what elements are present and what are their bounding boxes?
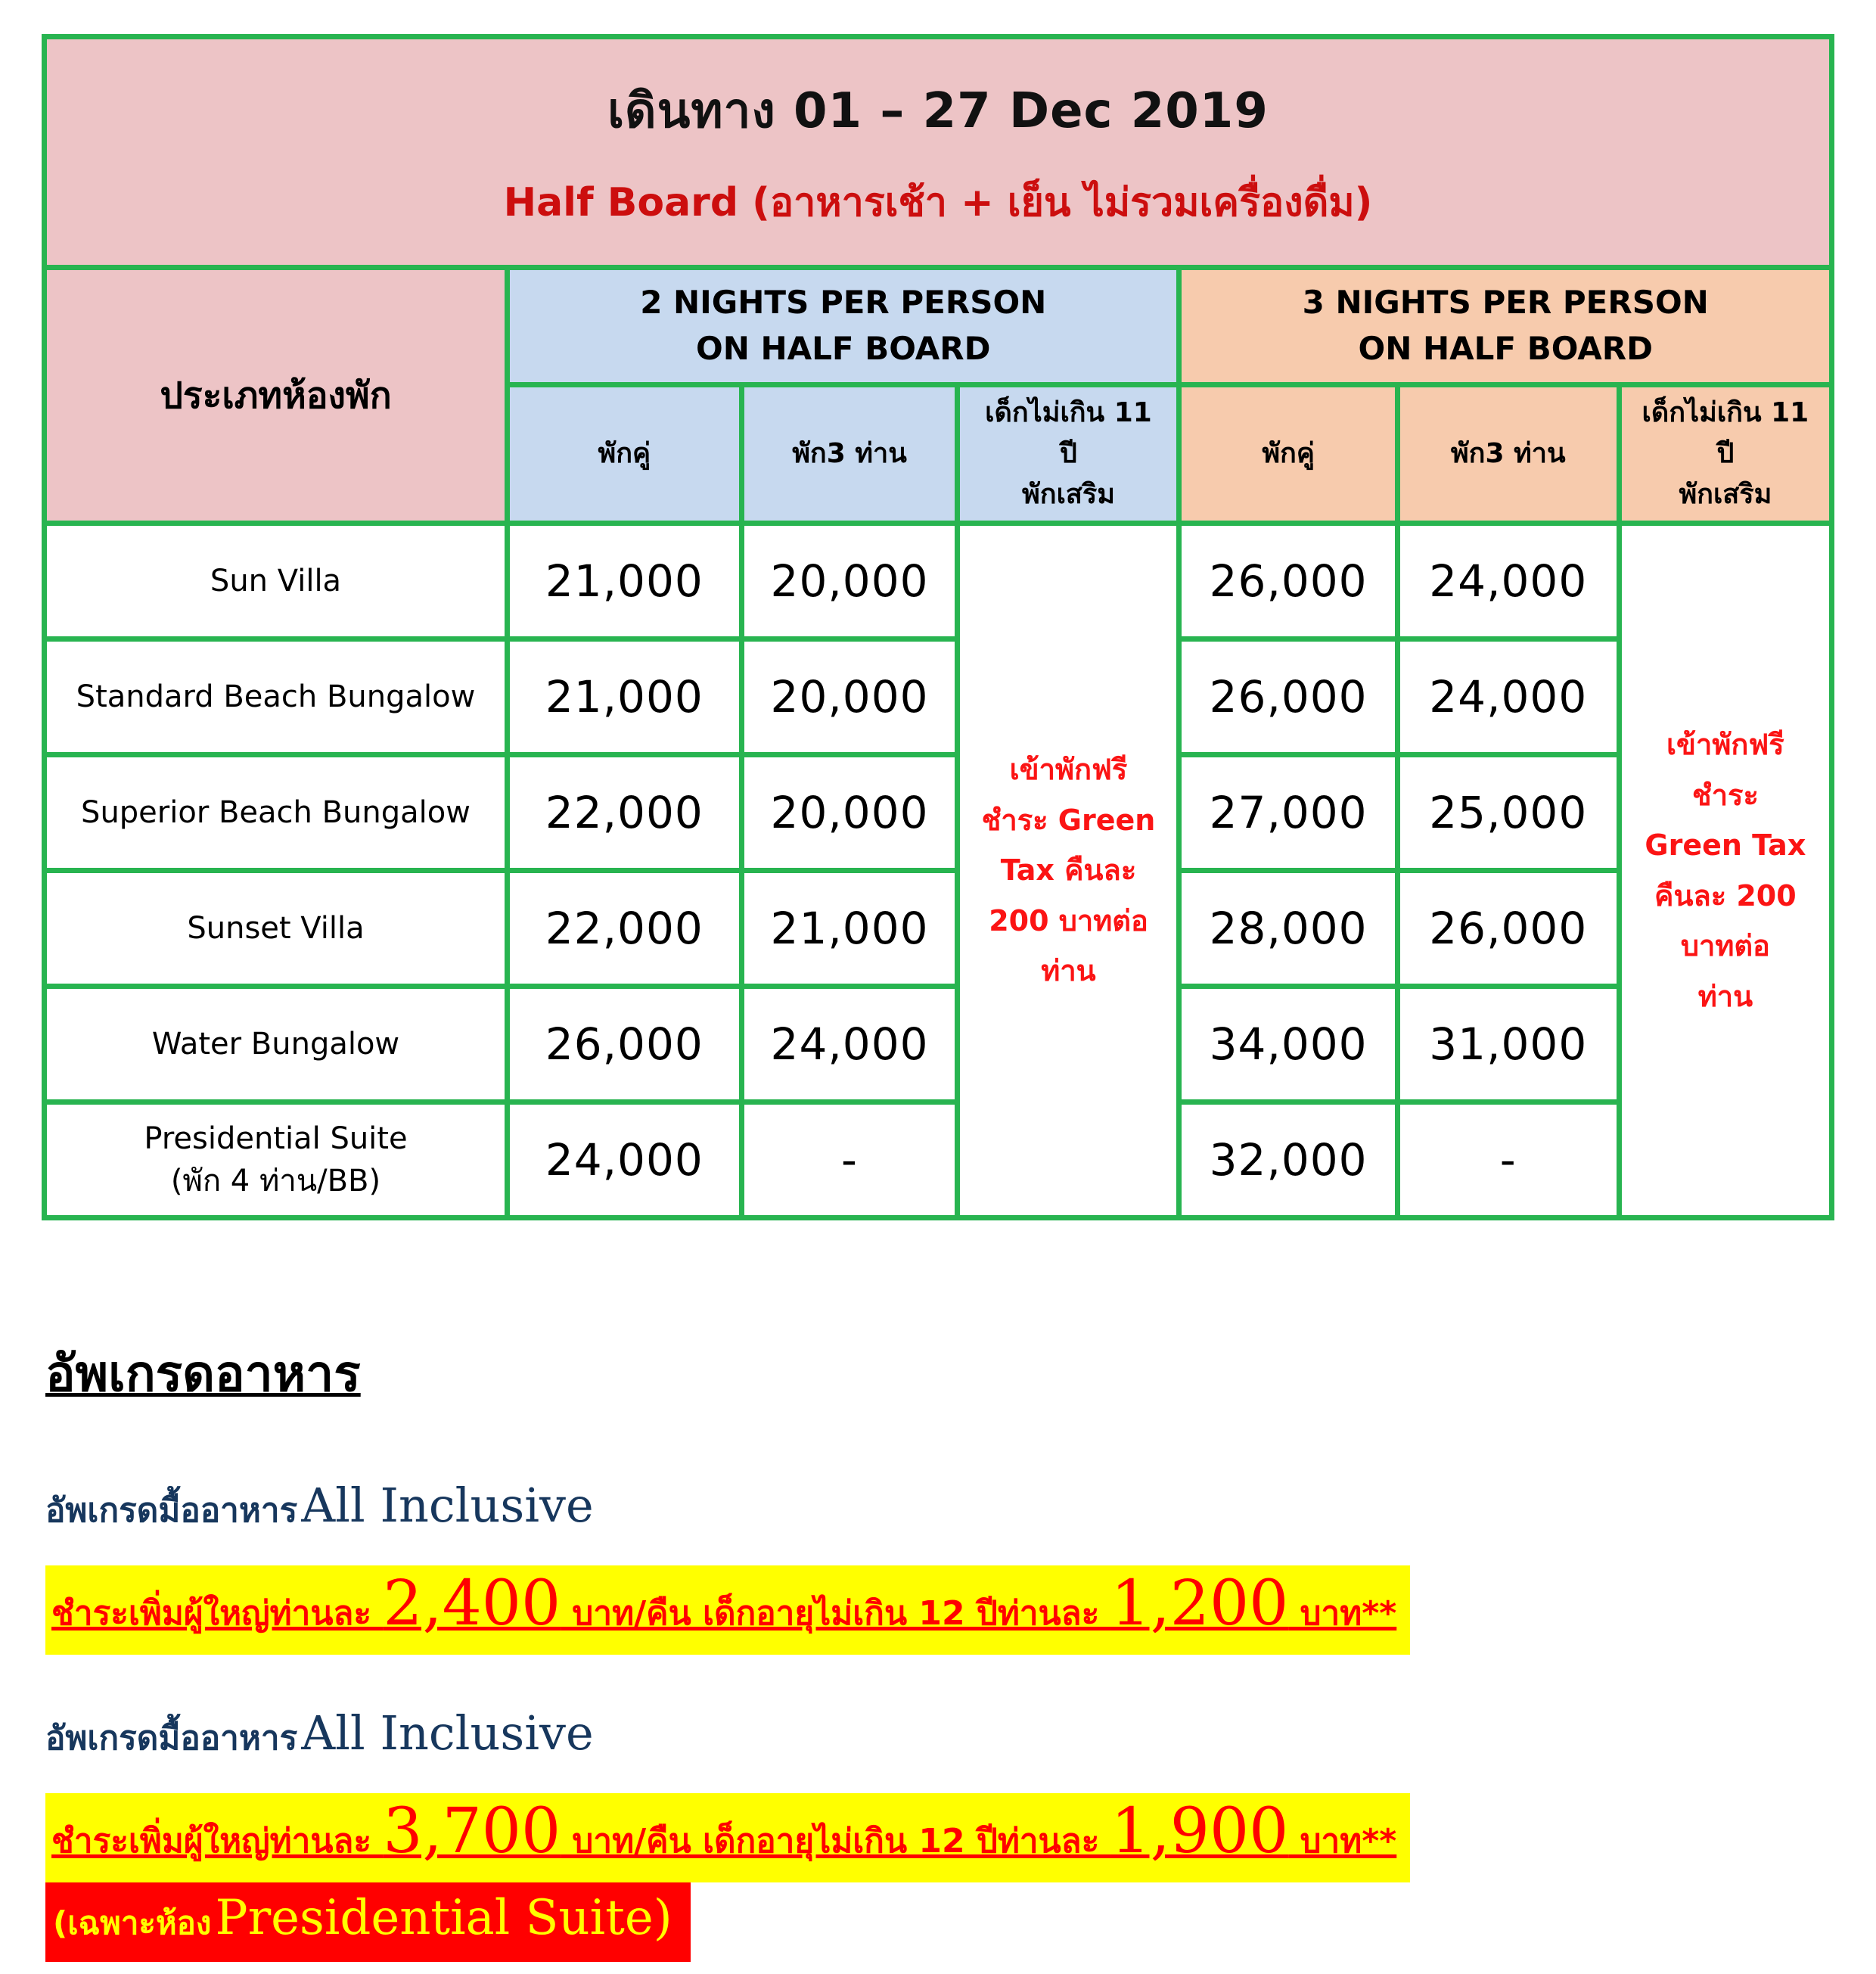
price-cell: 20,000 xyxy=(738,521,961,642)
group-header-3-nights: 3 NIGHTS PER PERSON ON HALF BOARD xyxy=(1176,265,1834,387)
room-type-header: ประเภทห้องพัก xyxy=(41,265,511,526)
price-cell: 24,000 xyxy=(1394,636,1622,757)
price-cell: 26,000 xyxy=(1394,868,1622,989)
room-name: Standard Beach Bungalow xyxy=(41,636,511,757)
room-name: Presidential Suite (พัก 4 ท่าน/BB) xyxy=(41,1099,511,1220)
group-header-row: ประเภทห้องพัก 2 NIGHTS PER PERSON ON HAL… xyxy=(41,265,1834,526)
upgrade-heading: อัพเกรดอาหาร xyxy=(45,1344,361,1403)
presidential-suite-note: (เฉพาะห้อง Presidential Suite) xyxy=(45,1882,691,1962)
upgrade-meal-label: อัพเกรดมื้ออาหาร xyxy=(45,1719,298,1758)
table-row: Water Bungalow 26,000 24,000 34,000 31,0… xyxy=(41,984,1832,1105)
price-cell: 31,000 xyxy=(1394,984,1622,1105)
table-row: Sun Villa 21,000 20,000 เข้าพักฟรี ชำระ … xyxy=(41,521,1835,1220)
adult-surcharge-price: 3,700 xyxy=(383,1795,561,1867)
price-cell: 21,000 xyxy=(505,636,744,757)
table-row: Sunset Villa 22,000 21,000 28,000 26,000 xyxy=(41,868,1832,989)
price-cell: 20,000 xyxy=(738,752,961,873)
sub-header-row: พักคู่ พัก3 ท่าน เด็กไม่เกิน 11 ปี พักเส… xyxy=(45,382,1835,526)
subheader-2n-triple: พัก3 ท่าน xyxy=(738,382,961,526)
all-inclusive-label: All Inclusive xyxy=(301,1705,594,1761)
child-surcharge-price: 1,200 xyxy=(1110,1568,1289,1640)
child-note-3n: เข้าพักฟรี ชำระ Green Tax คืนละ 200 บาทต… xyxy=(1616,521,1835,1220)
child-note-2n: เข้าพักฟรี ชำระ Green Tax คืนละ 200 บาทต… xyxy=(955,521,1182,1220)
room-name: Superior Beach Bungalow xyxy=(41,752,511,873)
adult-surcharge-price: 2,400 xyxy=(383,1568,561,1640)
price-cell: 25,000 xyxy=(1394,752,1622,873)
price-cell: 24,000 xyxy=(738,984,961,1105)
surcharge-line-1: ชำระเพิ่มผู้ใหญ่ท่านละ 2,400 บาท/คืน เด็… xyxy=(45,1565,1411,1655)
price-cell: 21,000 xyxy=(505,521,744,642)
price-cell: 26,000 xyxy=(505,984,744,1105)
board-type-subtitle: Half Board (อาหารเช้า + เย็น ไม่รวมเครื่… xyxy=(503,179,1373,225)
price-cell: 26,000 xyxy=(1176,636,1400,757)
all-inclusive-line-2: อัพเกรดมื้ออาหาร All Inclusive xyxy=(45,1705,1834,1764)
room-name: Sunset Villa xyxy=(41,868,511,989)
child-surcharge-price: 1,900 xyxy=(1110,1795,1289,1867)
group-header-2-nights: 2 NIGHTS PER PERSON ON HALF BOARD xyxy=(505,265,1182,387)
price-cell: 27,000 xyxy=(1176,752,1400,873)
upgrade-section: อัพเกรดอาหาร อัพเกรดมื้ออาหาร All Inclus… xyxy=(42,1334,1834,1974)
table-title-row: เดินทาง 01 – 27 Dec 2019 Half Board (อาห… xyxy=(42,34,1834,270)
table-title-cell: เดินทาง 01 – 27 Dec 2019 Half Board (อาห… xyxy=(42,34,1834,270)
subheader-3n-child: เด็กไม่เกิน 11 ปี พักเสริม xyxy=(1616,382,1835,526)
surcharge-line-2: ชำระเพิ่มผู้ใหญ่ท่านละ 3,700 บาท/คืน เด็… xyxy=(45,1793,1411,1882)
price-cell: 22,000 xyxy=(505,752,744,873)
all-inclusive-label: All Inclusive xyxy=(301,1478,594,1533)
table-row: Presidential Suite (พัก 4 ท่าน/BB) 24,00… xyxy=(41,1099,1832,1220)
price-cell: 28,000 xyxy=(1176,868,1400,989)
price-cell: 20,000 xyxy=(738,636,961,757)
room-name: Sun Villa xyxy=(41,521,511,642)
price-cell: - xyxy=(738,1099,961,1220)
subheader-3n-double: พักคู่ xyxy=(1176,382,1400,526)
subheader-2n-double: พักคู่ xyxy=(505,382,744,526)
table-row: Standard Beach Bungalow 21,000 20,000 26… xyxy=(41,636,1832,757)
price-table: เดินทาง 01 – 27 Dec 2019 Half Board (อาห… xyxy=(41,34,1835,1220)
table-row: Superior Beach Bungalow 22,000 20,000 27… xyxy=(41,752,1832,873)
price-cell: 24,000 xyxy=(505,1099,744,1220)
price-cell: - xyxy=(1394,1099,1622,1220)
room-name: Water Bungalow xyxy=(41,984,511,1105)
travel-period-title: เดินทาง 01 – 27 Dec 2019 xyxy=(607,82,1269,139)
price-cell: 34,000 xyxy=(1176,984,1400,1105)
price-cell: 24,000 xyxy=(1394,521,1622,642)
price-cell: 26,000 xyxy=(1176,521,1400,642)
subheader-2n-child: เด็กไม่เกิน 11 ปี พักเสริม xyxy=(955,382,1182,526)
all-inclusive-line-1: อัพเกรดมื้ออาหาร All Inclusive xyxy=(45,1478,1834,1537)
upgrade-meal-label: อัพเกรดมื้ออาหาร xyxy=(45,1491,298,1530)
price-cell: 21,000 xyxy=(738,868,961,989)
subheader-3n-triple: พัก3 ท่าน xyxy=(1394,382,1622,526)
price-cell: 22,000 xyxy=(505,868,744,989)
price-cell: 32,000 xyxy=(1176,1099,1400,1220)
